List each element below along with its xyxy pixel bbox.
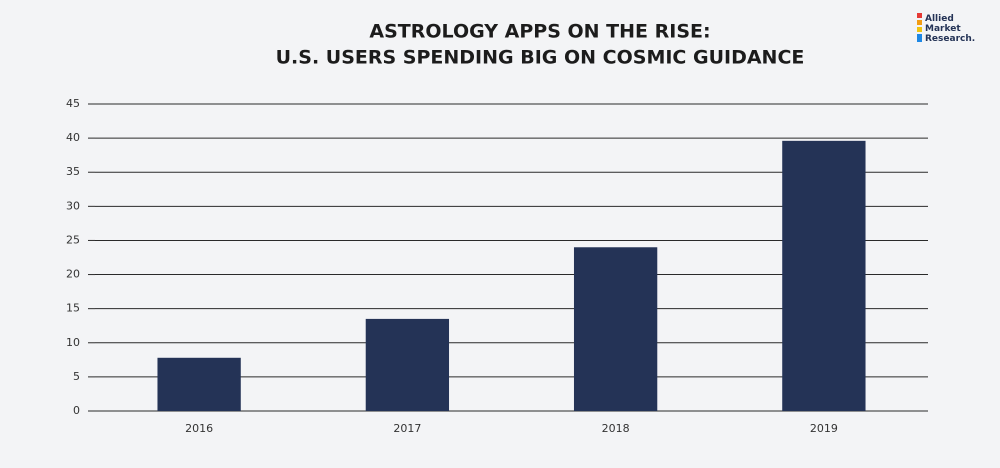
y-tick-label: 45 [66,97,80,110]
logo: Allied Market Research. [917,13,975,44]
logo-square [917,13,922,18]
y-tick-label: 0 [73,404,80,417]
logo-text: Research. [925,34,975,44]
logo-square [917,20,922,25]
y-tick-label: 5 [73,370,80,383]
x-tick-label: 2017 [393,422,421,435]
x-tick-label: 2016 [185,422,213,435]
y-tick-label: 15 [66,302,80,315]
bar [782,140,866,411]
logo-text: Allied [925,14,954,24]
y-tick-label: 25 [66,233,80,246]
y-tick-label: 30 [66,199,80,212]
logo-square [917,27,922,32]
bar [365,318,450,411]
y-tick-label: 10 [66,336,80,349]
y-tick-label: 35 [66,165,80,178]
bar [573,247,658,411]
logo-text: Market [925,24,961,34]
logo-square [917,34,922,42]
y-tick-label: 40 [66,131,80,144]
x-tick-label: 2019 [810,422,838,435]
x-tick-label: 2018 [602,422,630,435]
chart-title: ASTROLOGY APPS ON THE RISE: [369,21,710,43]
bar [157,357,241,411]
chart-title: U.S. USERS SPENDING BIG ON COSMIC GUIDAN… [276,47,805,69]
y-tick-label: 20 [66,268,80,281]
